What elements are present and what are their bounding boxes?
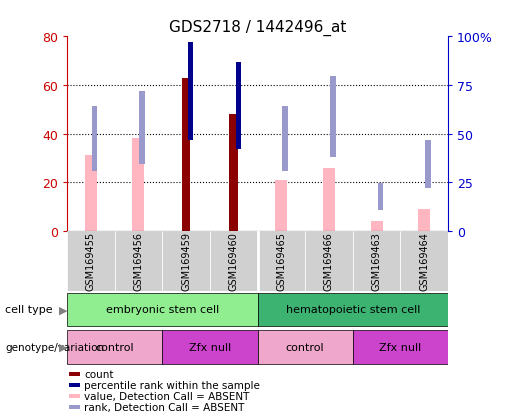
- Text: GSM169456: GSM169456: [133, 232, 143, 291]
- Bar: [67, 231, 115, 291]
- Text: GSM169464: GSM169464: [419, 232, 429, 291]
- Bar: [69, 394, 80, 398]
- Text: cell type: cell type: [5, 305, 53, 315]
- Bar: [210, 231, 258, 291]
- Bar: [92, 106, 97, 172]
- Text: GSM169466: GSM169466: [324, 232, 334, 291]
- Bar: [182, 78, 191, 231]
- Bar: [282, 106, 288, 172]
- Bar: [69, 373, 80, 376]
- Bar: [323, 168, 335, 231]
- Text: embryonic stem cell: embryonic stem cell: [106, 305, 219, 315]
- Bar: [258, 330, 353, 364]
- Text: count: count: [84, 369, 114, 380]
- Text: ▶: ▶: [59, 342, 68, 352]
- Bar: [418, 209, 430, 231]
- Bar: [132, 139, 144, 231]
- Bar: [305, 231, 353, 291]
- Text: Zfx null: Zfx null: [379, 342, 422, 352]
- Bar: [353, 231, 401, 291]
- Bar: [258, 231, 305, 291]
- Bar: [353, 330, 448, 364]
- Bar: [236, 63, 241, 150]
- Text: GSM169463: GSM169463: [372, 232, 382, 291]
- Text: GSM169460: GSM169460: [229, 232, 238, 291]
- Bar: [67, 330, 162, 364]
- Bar: [188, 43, 193, 140]
- Bar: [162, 330, 258, 364]
- Text: hematopoietic stem cell: hematopoietic stem cell: [286, 305, 420, 315]
- Text: Zfx null: Zfx null: [188, 342, 231, 352]
- Bar: [114, 231, 162, 291]
- Text: GSM169459: GSM169459: [181, 232, 191, 291]
- Bar: [69, 383, 80, 387]
- Title: GDS2718 / 1442496_at: GDS2718 / 1442496_at: [169, 20, 346, 36]
- Bar: [377, 184, 383, 211]
- Bar: [401, 231, 448, 291]
- Bar: [162, 231, 210, 291]
- Text: GSM169465: GSM169465: [277, 232, 286, 291]
- Bar: [330, 77, 336, 157]
- Text: ▶: ▶: [59, 305, 68, 315]
- Text: genotype/variation: genotype/variation: [5, 342, 104, 352]
- Bar: [67, 293, 258, 326]
- Bar: [371, 221, 383, 231]
- Text: control: control: [95, 342, 134, 352]
- Bar: [425, 140, 431, 189]
- Bar: [85, 156, 97, 231]
- Bar: [258, 293, 448, 326]
- Text: control: control: [286, 342, 324, 352]
- Text: rank, Detection Call = ABSENT: rank, Detection Call = ABSENT: [84, 402, 245, 412]
- Bar: [140, 92, 145, 164]
- Bar: [229, 115, 238, 231]
- Text: percentile rank within the sample: percentile rank within the sample: [84, 380, 261, 390]
- Text: value, Detection Call = ABSENT: value, Detection Call = ABSENT: [84, 391, 250, 401]
- Text: GSM169455: GSM169455: [86, 232, 96, 291]
- Bar: [69, 405, 80, 409]
- Bar: [276, 180, 287, 231]
